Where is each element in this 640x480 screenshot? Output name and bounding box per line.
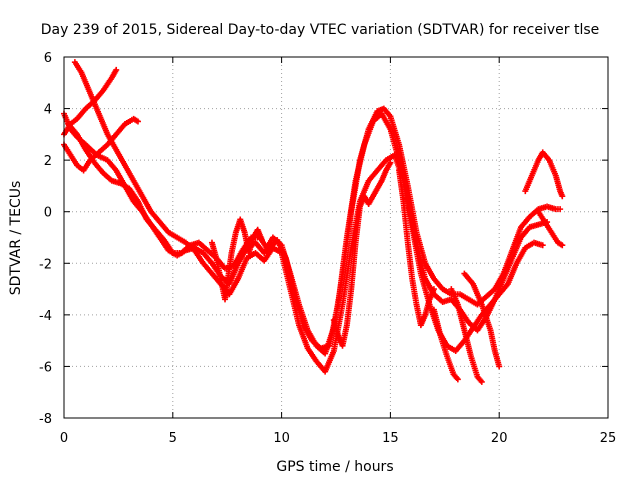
- data-point: [134, 118, 141, 125]
- x-tick-label: 10: [273, 431, 290, 446]
- y-tick-label: -8: [39, 412, 52, 427]
- x-tick-label: 20: [491, 431, 508, 446]
- x-axis-label: GPS time / hours: [276, 459, 393, 475]
- x-tick-label: 5: [169, 431, 177, 446]
- y-tick-label: -4: [39, 309, 52, 324]
- data-point: [496, 363, 503, 370]
- data-point: [539, 242, 546, 249]
- data-point: [430, 286, 437, 293]
- y-tick-label: 6: [44, 51, 52, 66]
- data-point: [454, 376, 461, 383]
- chart-title: Day 239 of 2015, Sidereal Day-to-day VTE…: [41, 22, 600, 38]
- data-point: [559, 242, 566, 249]
- data-series: [61, 59, 566, 385]
- y-tick-label: 4: [44, 103, 52, 118]
- y-tick-label: -2: [39, 257, 52, 272]
- data-point: [478, 378, 485, 385]
- data-point: [113, 66, 120, 73]
- data-point: [557, 206, 564, 213]
- y-tick-label: -6: [39, 360, 52, 375]
- data-point: [259, 237, 266, 244]
- x-tick-label: 0: [60, 431, 68, 446]
- y-axis-label: SDTVAR / TECUs: [8, 181, 24, 296]
- axis-ticks: 0 5 10 15 20 25 -8 -6 -4 -2 0 2 4 6: [39, 51, 616, 446]
- y-tick-label: 2: [44, 154, 52, 169]
- data-point: [559, 193, 566, 200]
- data-point: [387, 159, 394, 166]
- x-tick-label: 15: [382, 431, 399, 446]
- plot-frame: [63, 56, 609, 419]
- x-tick-label: 25: [600, 431, 617, 446]
- y-tick-label: 0: [44, 206, 52, 221]
- grid: [64, 57, 608, 418]
